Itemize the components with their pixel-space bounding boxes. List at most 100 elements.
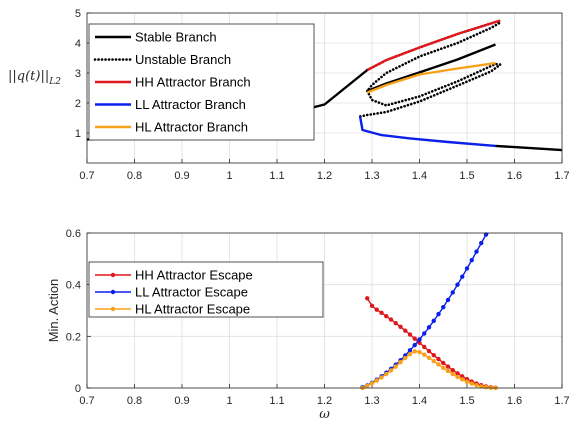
series-point [369,303,375,309]
axes-frame [86,232,563,389]
legend: Stable Branch Unstable Branch HH Attractor… [88,23,315,141]
bottom-panel: 0.7 0.8 0.9 1 1.1 1.2 1.3 1.4 1.5 1.6 1.7 0 0.2 0.4 0.… [46,228,570,422]
series-point [388,317,394,322]
series-point [431,358,436,364]
series-point [474,249,479,254]
series-point [412,336,417,341]
legend-marker [110,289,116,295]
x-tick-label: 1.7 [554,395,569,407]
y-axis-label: ||q(t)||L2 [8,69,61,87]
y-tick-label: 0 [75,383,81,395]
series-point [460,274,465,279]
series-point [441,365,446,371]
x-tick-label: 1.4 [412,170,427,182]
series-point [407,351,413,357]
legend-label: HL Attractor Escape [135,302,250,317]
series-point [479,240,484,246]
x-tick-label: 0.8 [127,395,142,407]
series-point [384,313,389,319]
series-point [379,375,384,380]
series-point [426,325,432,330]
series-point [483,385,489,390]
series-point [445,364,451,369]
series-point [426,348,432,354]
x-tick-label: 0.7 [79,395,94,407]
series-point [407,332,413,337]
series-point [436,356,441,362]
series-line-1 [362,232,489,388]
top-panel: 0.7 0.8 0.9 1 1.1 1.2 1.3 1.4 1.5 1.6 1.7 1 2 3 4 5 Stab… [8,8,570,182]
series-point [455,374,460,380]
x-tick-label: 1.1 [269,395,284,407]
series-point [455,282,460,287]
axes-frame [86,12,563,164]
legend-marker [110,306,116,312]
series-point [379,310,384,316]
y-tick-label: 0.4 [66,280,81,292]
y-tick-label: 4 [75,38,81,50]
series-point [474,382,479,388]
series-point [422,344,427,350]
legend-label: LL Attractor Branch [135,97,246,112]
x-tick-label: 1.2 [317,395,332,407]
y-tick-label: 2 [75,98,81,110]
x-tick-label: 1.3 [364,170,379,182]
legend-label: Stable Branch [135,30,217,45]
y-tick-label: 1 [75,128,81,140]
series-point [445,297,451,303]
y-tick-label: 0.2 [66,331,81,343]
y-axis-label: Min. Action [46,279,61,343]
series-point [422,331,427,336]
series-point [412,349,417,354]
series-point [450,367,455,373]
series-point [431,352,436,358]
series-point [398,324,403,329]
x-tick-label: 1.3 [364,395,379,407]
series-point [417,337,422,342]
y-tick-label: 5 [75,8,81,20]
series-point [436,311,441,317]
legend-box [88,23,315,141]
series-point [450,371,455,377]
series-point [417,349,422,355]
series-point [483,232,489,237]
series-line-0 [495,144,563,152]
x-tick-label: 1.2 [317,170,332,182]
series-point [393,320,398,326]
series-point [441,304,446,310]
x-tick-label: 1.6 [507,395,522,407]
x-tick-label: 1.4 [412,395,427,407]
x-tick-label: 1 [226,395,232,407]
series-point [412,342,417,348]
series-point [388,368,394,373]
series-point [393,364,398,369]
y-tick-label: 0.6 [66,228,81,240]
series-point [369,381,375,386]
series-point [374,307,379,312]
x-tick-label: 1.5 [459,170,474,182]
x-tick-label: 1.7 [554,170,569,182]
series-line-3 [358,116,496,148]
series-point [460,374,465,379]
series-point [464,266,470,271]
legend-label: Unstable Branch [135,52,231,67]
x-tick-label: 1.6 [507,170,522,182]
legend-box [88,261,324,318]
x-tick-label: 1.5 [459,395,474,407]
series-point [436,362,441,367]
series-point [398,359,403,365]
series-point [426,355,432,360]
series-point [469,381,474,386]
series-point [479,384,484,389]
legend-label: HL Attractor Branch [135,120,248,135]
x-tick-label: 1.1 [269,170,284,182]
series-point [365,296,370,301]
x-tick-label: 0.7 [79,170,94,182]
series-line-4 [366,61,496,94]
series-line-1 [366,20,502,93]
series-point [460,377,465,382]
legend-marker [110,272,116,278]
series-line-0 [366,43,496,93]
x-tick-label: 1 [226,170,232,182]
